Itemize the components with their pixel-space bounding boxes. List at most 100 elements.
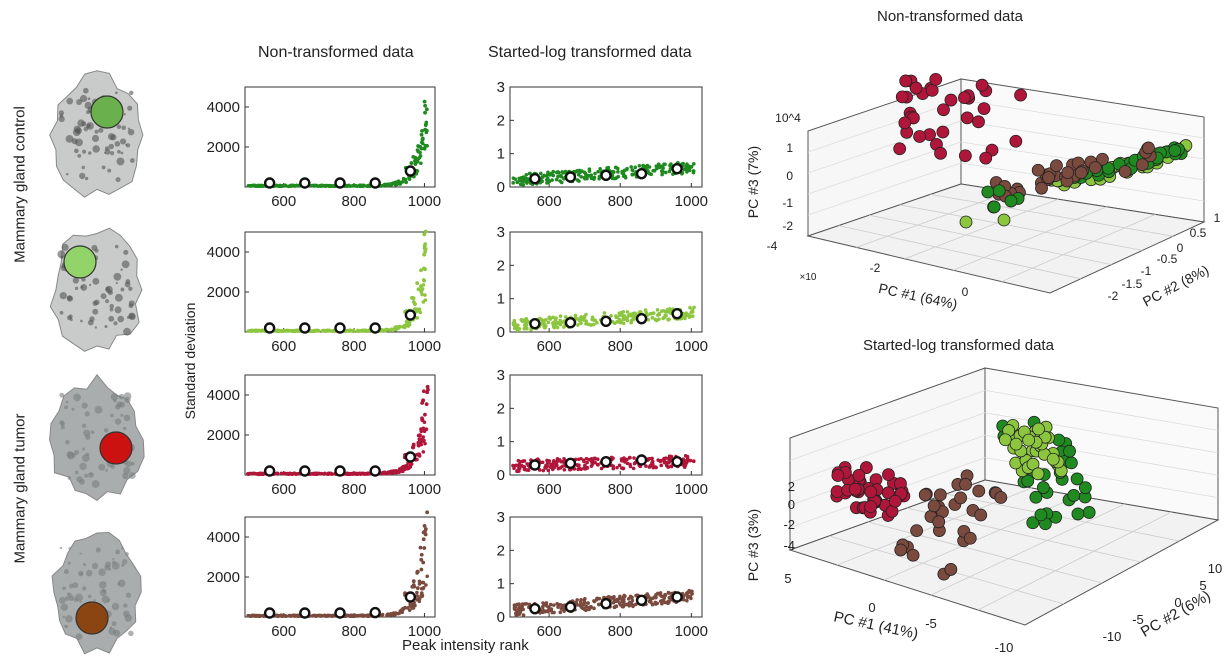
data-point <box>663 162 667 167</box>
data-point <box>326 328 330 333</box>
data-point-tail <box>416 433 421 438</box>
data-point-tail <box>424 402 429 407</box>
x-tick-label: 600 <box>271 338 296 355</box>
data-point <box>621 317 626 322</box>
tissue-texture <box>84 101 92 110</box>
data-point <box>614 604 619 609</box>
pca-point-tumor-1 <box>936 125 950 139</box>
data-point <box>358 183 362 188</box>
x-tick-label: 800 <box>608 193 633 210</box>
data-point <box>651 168 655 173</box>
data-point <box>539 171 543 176</box>
pca-point-control-2 <box>1031 467 1045 481</box>
summary-marker <box>529 172 541 185</box>
data-point <box>558 318 562 323</box>
tissue-texture <box>91 244 98 251</box>
tissue-texture <box>115 281 118 285</box>
data-point <box>557 602 562 607</box>
data-point-tail <box>411 296 416 301</box>
data-point <box>659 169 664 173</box>
pca-point-tumor-2 <box>933 488 947 502</box>
data-point-tail <box>423 527 428 531</box>
data-point <box>667 595 672 600</box>
data-point <box>647 456 652 461</box>
data-point-tail <box>420 128 424 133</box>
tissue-texture <box>129 158 135 163</box>
tissue-texture <box>117 315 125 323</box>
pca-bottom-title: Started-log transformed data <box>863 337 1054 354</box>
data-point-tail <box>420 401 425 405</box>
y-tick-label: -10 <box>1103 629 1122 644</box>
data-point <box>424 583 428 587</box>
data-point <box>413 162 418 166</box>
data-point-tail <box>413 155 418 160</box>
data-point <box>666 590 671 595</box>
data-point <box>275 329 279 333</box>
tissue-texture <box>94 405 103 414</box>
tissue-texture <box>92 145 100 153</box>
pca-point-tumor-1 <box>977 102 991 115</box>
data-point <box>546 320 551 325</box>
data-point <box>660 601 664 606</box>
summary-marker <box>600 455 612 468</box>
y-tick-label: 2 <box>497 542 505 559</box>
data-point <box>415 457 419 462</box>
data-point <box>543 609 548 614</box>
data-point <box>666 465 671 469</box>
tissue-texture <box>84 176 89 181</box>
y-tick-label: 0 <box>497 609 505 626</box>
data-point <box>661 316 665 321</box>
data-point <box>387 182 392 186</box>
data-point <box>664 170 668 175</box>
summary-marker <box>404 591 417 603</box>
data-point <box>578 318 583 322</box>
z-exponent-label: 10^4 <box>775 111 801 125</box>
data-point <box>598 166 602 171</box>
data-point <box>654 166 659 171</box>
grid-line <box>984 412 1219 454</box>
y-tick-label: 4000 <box>207 529 240 546</box>
data-point <box>667 317 671 322</box>
tissue-texture <box>108 627 116 636</box>
data-point <box>658 165 662 170</box>
summary-marker <box>369 465 381 477</box>
tissue-texture <box>65 172 69 176</box>
pca-point-tumor-2 <box>1035 181 1048 195</box>
data-point <box>405 606 410 610</box>
tissue-texture <box>109 303 114 309</box>
x-exponent-label: ×10 <box>800 272 817 283</box>
data-point <box>688 590 693 595</box>
data-point <box>382 183 387 187</box>
x-tick-label: 1000 <box>675 193 708 210</box>
tissue-texture <box>98 127 104 133</box>
data-point <box>274 184 279 188</box>
summary-marker <box>671 591 683 603</box>
tissue-texture <box>58 110 64 116</box>
data-point <box>589 464 594 468</box>
data-point <box>633 165 638 170</box>
data-point <box>648 312 653 316</box>
tissue-roi-marker <box>63 245 97 279</box>
x-tick-label: -10 <box>995 640 1014 655</box>
data-point <box>688 458 693 463</box>
data-point <box>631 172 635 177</box>
x-tick-label: 0 <box>962 285 969 299</box>
data-point <box>396 469 401 473</box>
data-point <box>669 464 674 469</box>
pca-point-control-1 <box>1036 481 1050 494</box>
data-point <box>621 314 625 318</box>
data-point-tail <box>419 557 424 562</box>
tissue-texture <box>99 589 107 597</box>
data-point <box>417 579 422 584</box>
x-tick-label: 1000 <box>675 338 708 355</box>
summary-marker <box>671 307 683 320</box>
pca-point-tumor-1 <box>893 142 907 156</box>
z-tick-label: 0 <box>788 497 795 512</box>
data-point <box>620 310 624 315</box>
x-tick-label: 1000 <box>408 338 441 355</box>
tissue-texture <box>79 462 87 471</box>
tissue-texture <box>79 478 85 485</box>
data-point <box>618 602 623 607</box>
data-point <box>576 323 580 327</box>
